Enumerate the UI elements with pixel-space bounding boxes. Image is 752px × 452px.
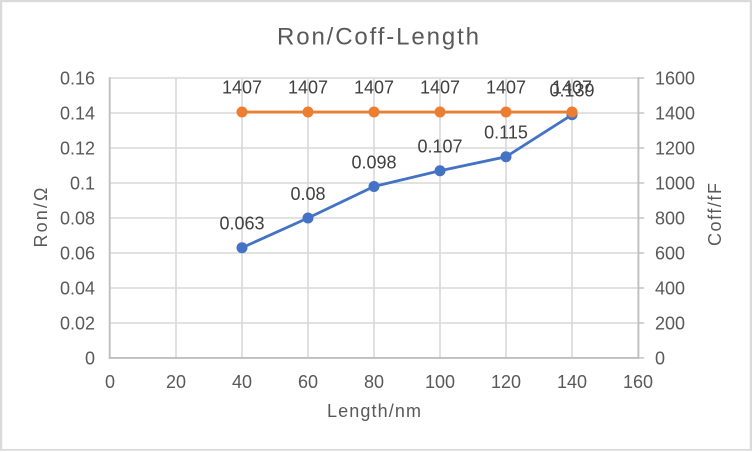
svg-text:140: 140 [557,372,587,392]
svg-text:60: 60 [298,372,318,392]
svg-text:600: 600 [655,244,685,264]
svg-text:1400: 1400 [655,104,695,124]
svg-text:80: 80 [364,372,384,392]
svg-text:Coff/fF: Coff/fF [705,183,725,246]
svg-text:800: 800 [655,209,685,229]
svg-text:0.02: 0.02 [60,314,95,334]
svg-text:0: 0 [655,349,665,369]
svg-text:1407: 1407 [552,77,592,97]
svg-text:100: 100 [425,372,455,392]
svg-text:120: 120 [491,372,521,392]
svg-text:0.16: 0.16 [60,69,95,89]
svg-text:0.08: 0.08 [60,209,95,229]
svg-text:0.08: 0.08 [290,184,325,204]
svg-text:0.14: 0.14 [60,104,95,124]
svg-text:0: 0 [85,349,95,369]
svg-text:0.098: 0.098 [351,152,396,172]
svg-text:0.06: 0.06 [60,244,95,264]
svg-text:160: 160 [623,372,653,392]
svg-text:0.12: 0.12 [60,139,95,159]
svg-text:1200: 1200 [655,139,695,159]
svg-text:Length/nm: Length/nm [327,401,421,421]
svg-text:1407: 1407 [222,77,262,97]
svg-text:400: 400 [655,279,685,299]
svg-text:0.1: 0.1 [70,174,95,194]
svg-text:Ron/Ω: Ron/Ω [31,188,51,248]
svg-text:40: 40 [232,372,252,392]
svg-text:0.115: 0.115 [484,123,528,143]
svg-text:1407: 1407 [288,77,328,97]
svg-text:1600: 1600 [655,69,695,89]
svg-text:0.107: 0.107 [417,137,462,157]
svg-text:1407: 1407 [486,77,526,97]
svg-text:200: 200 [655,314,685,334]
svg-text:1407: 1407 [420,77,460,97]
svg-text:1000: 1000 [655,174,695,194]
svg-text:0: 0 [105,372,115,392]
svg-text:Ron/Coff-Length: Ron/Coff-Length [277,24,479,51]
svg-text:0.063: 0.063 [219,213,264,233]
svg-text:20: 20 [166,372,186,392]
svg-text:0.139: 0.139 [549,80,594,100]
svg-text:0.04: 0.04 [60,279,95,299]
svg-text:1407: 1407 [354,77,394,97]
